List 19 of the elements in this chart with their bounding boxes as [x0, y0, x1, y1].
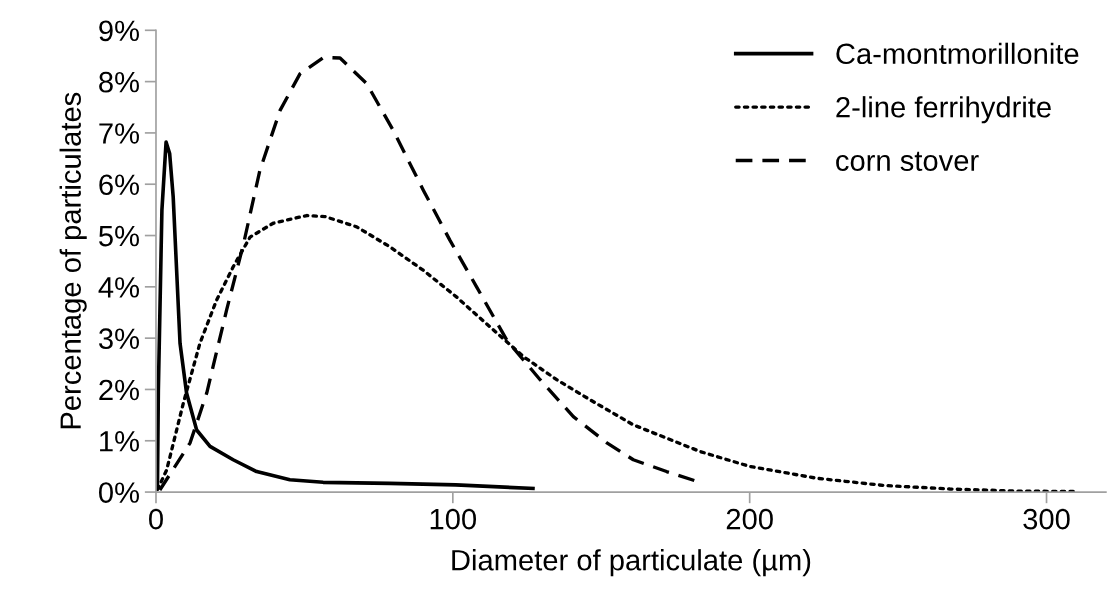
y-tick-label: 8% [99, 71, 139, 93]
legend-label: 2-line ferrihydrite [836, 96, 1051, 124]
x-tick-label: 0 [149, 508, 163, 530]
legend-label: Ca-montmorillonite [836, 42, 1079, 65]
y-tick-label: 5% [99, 225, 139, 247]
y-tick-label: 0% [99, 482, 139, 503]
x-tick-label: 100 [430, 508, 477, 530]
y-tick-label: 6% [99, 174, 139, 196]
y-tick-label: 2% [99, 379, 139, 401]
x-tick-label: 300 [1023, 508, 1070, 530]
x-axis-title: Diameter of particulate (µm) [452, 549, 811, 577]
y-tick-label: 9% [99, 20, 139, 42]
y-axis-title: Percentage of particulates [59, 92, 87, 429]
y-tick-label: 7% [99, 123, 139, 144]
y-tick-label: 3% [98, 328, 139, 349]
y-tick-label: 1% [100, 431, 139, 452]
legend-label: corn stover [836, 151, 979, 171]
y-tick-label: 4% [98, 277, 139, 298]
x-tick-label: 200 [726, 508, 773, 530]
